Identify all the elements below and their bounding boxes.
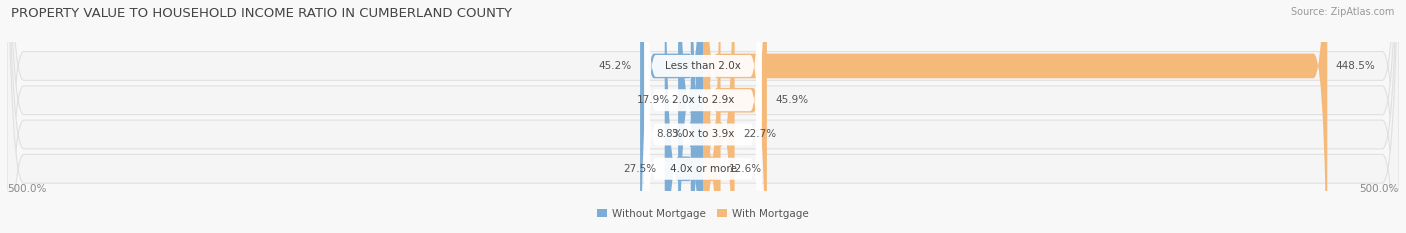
Text: 500.0%: 500.0%	[7, 184, 46, 194]
Text: 17.9%: 17.9%	[637, 95, 669, 105]
Legend: Without Mortgage, With Mortgage: Without Mortgage, With Mortgage	[598, 209, 808, 219]
Text: 448.5%: 448.5%	[1336, 61, 1375, 71]
FancyBboxPatch shape	[644, 0, 762, 233]
FancyBboxPatch shape	[7, 0, 1399, 233]
Text: 22.7%: 22.7%	[742, 130, 776, 140]
Text: Less than 2.0x: Less than 2.0x	[665, 61, 741, 71]
Text: 12.6%: 12.6%	[728, 164, 762, 174]
FancyBboxPatch shape	[644, 0, 762, 233]
FancyBboxPatch shape	[7, 0, 1399, 233]
FancyBboxPatch shape	[703, 0, 720, 233]
Text: 45.9%: 45.9%	[775, 95, 808, 105]
FancyBboxPatch shape	[665, 0, 703, 233]
Text: 45.2%: 45.2%	[599, 61, 631, 71]
FancyBboxPatch shape	[703, 0, 766, 233]
Text: 500.0%: 500.0%	[1360, 184, 1399, 194]
FancyBboxPatch shape	[703, 0, 734, 233]
FancyBboxPatch shape	[703, 0, 1327, 233]
FancyBboxPatch shape	[644, 0, 762, 233]
FancyBboxPatch shape	[678, 0, 703, 233]
Text: 27.5%: 27.5%	[623, 164, 657, 174]
Text: 2.0x to 2.9x: 2.0x to 2.9x	[672, 95, 734, 105]
Text: Source: ZipAtlas.com: Source: ZipAtlas.com	[1291, 7, 1395, 17]
Text: 8.8%: 8.8%	[657, 130, 682, 140]
Text: PROPERTY VALUE TO HOUSEHOLD INCOME RATIO IN CUMBERLAND COUNTY: PROPERTY VALUE TO HOUSEHOLD INCOME RATIO…	[11, 7, 512, 20]
FancyBboxPatch shape	[7, 0, 1399, 233]
FancyBboxPatch shape	[689, 0, 704, 233]
Text: 4.0x or more: 4.0x or more	[669, 164, 737, 174]
FancyBboxPatch shape	[7, 0, 1399, 233]
FancyBboxPatch shape	[640, 0, 703, 233]
Text: 3.0x to 3.9x: 3.0x to 3.9x	[672, 130, 734, 140]
FancyBboxPatch shape	[644, 0, 762, 233]
